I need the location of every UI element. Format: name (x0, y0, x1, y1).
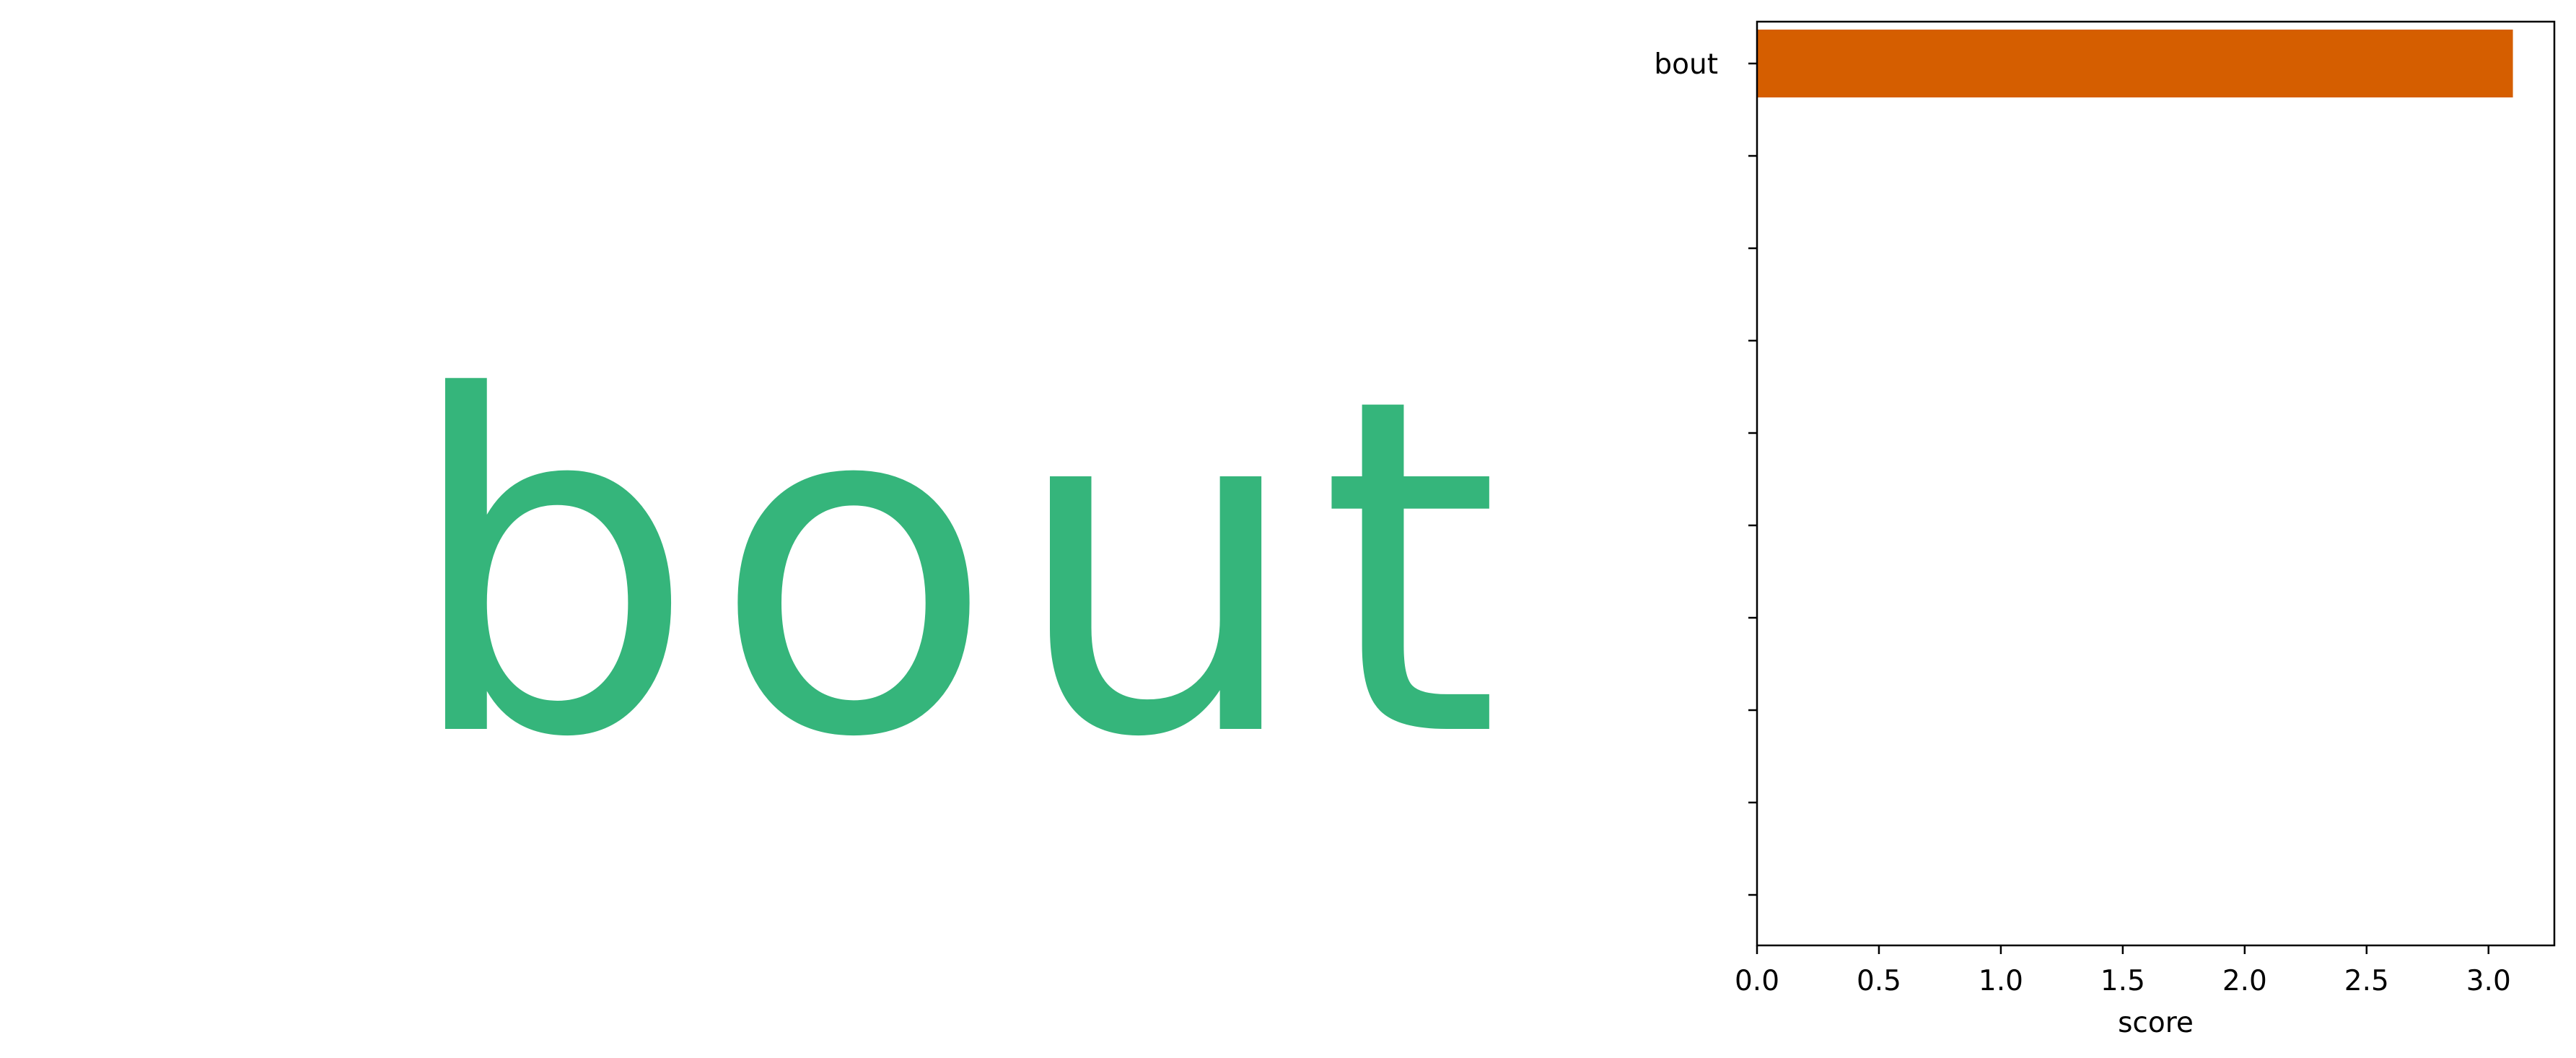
bars-group (1757, 30, 2513, 97)
y-axis-ticks: bout (1654, 48, 1757, 896)
x-tick-label: 1.5 (2100, 965, 2145, 997)
x-tick-label: 0.5 (1857, 965, 1901, 997)
axes-frame (1756, 20, 2556, 947)
x-tick-label: 2.5 (2344, 965, 2389, 997)
word-panel: bout (403, 300, 1516, 838)
bar-chart: bout 0.0 0.5 1.0 1.5 2.0 2.5 3.0 score (1654, 20, 2556, 1039)
word-text: bout (403, 300, 1516, 838)
x-tick-label: 0.0 (1735, 965, 1779, 997)
bar-bout (1757, 30, 2513, 97)
x-tick-label: 3.0 (2466, 965, 2511, 997)
x-tick-label: 2.0 (2222, 965, 2267, 997)
y-tick-label: bout (1654, 48, 1718, 81)
x-axis-label: score (2118, 1007, 2194, 1039)
x-tick-label: 1.0 (1979, 965, 2023, 997)
x-axis-ticks: 0.0 0.5 1.0 1.5 2.0 2.5 3.0 (1735, 945, 2511, 997)
